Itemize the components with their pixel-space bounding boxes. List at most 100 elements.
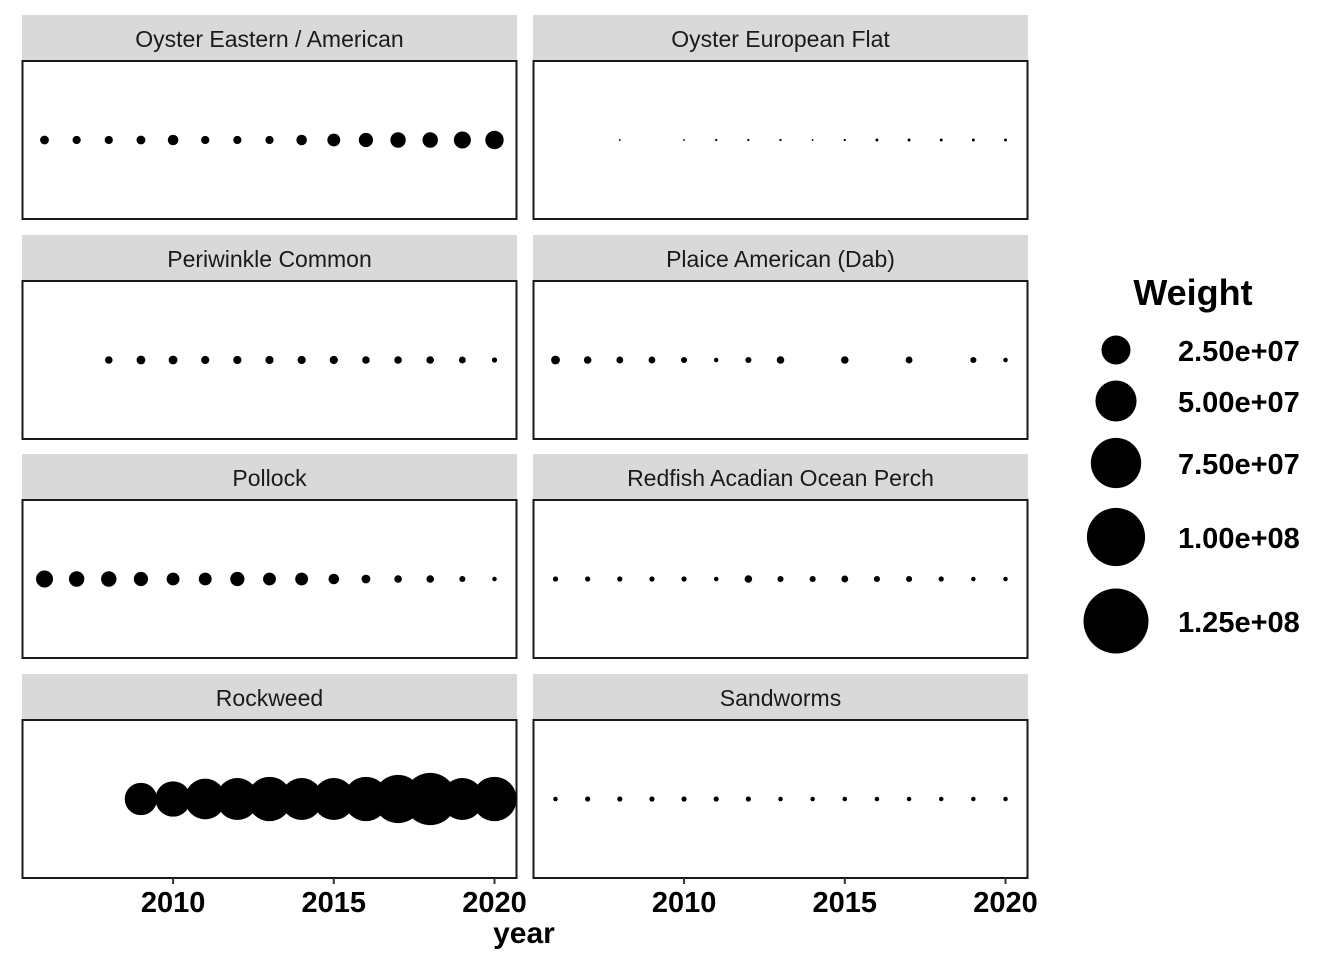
facet-strip xyxy=(533,15,1028,60)
data-point xyxy=(155,781,191,817)
facet-strip-label: Oyster European Flat xyxy=(671,26,890,52)
data-point xyxy=(905,356,913,364)
facet-redfish-acadian-ocean-perch: Redfish Acadian Ocean Perch xyxy=(532,454,1029,659)
data-point xyxy=(390,132,406,148)
facet-strip-label: Redfish Acadian Ocean Perch xyxy=(627,465,934,491)
legend-key-circle xyxy=(1101,335,1131,365)
data-point xyxy=(166,572,180,586)
data-point xyxy=(265,355,274,365)
data-point xyxy=(907,138,911,142)
data-point xyxy=(778,796,783,802)
data-point xyxy=(840,356,849,364)
data-point xyxy=(458,356,466,364)
data-point xyxy=(104,135,113,145)
legend-key-circle xyxy=(1086,507,1146,567)
x-tick-label: 2020 xyxy=(462,887,527,919)
x-axis-title: year xyxy=(493,917,555,950)
data-point xyxy=(617,576,623,582)
data-point xyxy=(971,138,975,142)
facet-strip xyxy=(22,454,517,499)
legend-key-label: 2.50e+07 xyxy=(1178,336,1300,368)
data-point xyxy=(551,355,560,365)
data-point xyxy=(233,355,242,365)
data-point xyxy=(136,355,146,365)
data-point xyxy=(404,772,457,826)
data-point xyxy=(552,576,559,582)
data-point xyxy=(247,776,292,822)
data-point xyxy=(201,355,210,365)
data-point xyxy=(362,356,370,364)
facet-strip xyxy=(533,235,1028,280)
data-point xyxy=(296,134,307,146)
data-point xyxy=(971,796,976,802)
data-point xyxy=(745,796,751,802)
data-point xyxy=(938,576,944,582)
data-point xyxy=(426,575,435,583)
legend-key-label: 5.00e+07 xyxy=(1178,387,1300,419)
data-point xyxy=(681,796,687,802)
legend-key-label: 7.50e+07 xyxy=(1178,449,1300,481)
data-point xyxy=(124,782,158,816)
data-point xyxy=(167,134,179,146)
data-point xyxy=(485,130,504,150)
data-point xyxy=(472,776,517,822)
data-point xyxy=(295,572,309,586)
data-point xyxy=(841,575,849,583)
x-tick-label: 2010 xyxy=(652,887,717,919)
data-point xyxy=(1003,796,1008,802)
data-point xyxy=(810,796,815,802)
data-point xyxy=(328,573,340,585)
data-point xyxy=(648,356,656,364)
data-point xyxy=(492,576,497,582)
data-point xyxy=(459,575,466,583)
data-point xyxy=(583,356,592,364)
data-point xyxy=(453,131,471,149)
data-point xyxy=(681,576,687,582)
data-point xyxy=(777,575,784,583)
data-point xyxy=(585,576,591,582)
data-point xyxy=(198,572,212,586)
facet-periwinkle-common: Periwinkle Common xyxy=(21,235,518,440)
data-point xyxy=(1004,138,1007,142)
x-tick-label: 2020 xyxy=(973,887,1038,919)
data-point xyxy=(553,796,558,802)
facet-strip xyxy=(533,454,1028,499)
data-point xyxy=(874,796,880,802)
facet-strip xyxy=(22,15,517,60)
facet-strip-label: Pollock xyxy=(232,465,307,491)
data-point xyxy=(101,571,117,587)
data-point xyxy=(906,575,913,583)
data-point xyxy=(809,575,816,583)
data-point xyxy=(35,570,54,588)
facet-plaice-american-dab: Plaice American (Dab) xyxy=(532,235,1029,440)
data-point xyxy=(184,778,226,820)
data-point xyxy=(426,356,435,364)
facet-strip-label: Periwinkle Common xyxy=(167,246,372,272)
data-point xyxy=(971,576,976,582)
legend-key-circle xyxy=(1083,588,1149,654)
data-point xyxy=(394,575,402,583)
data-point xyxy=(713,796,719,802)
size-legend: Weight 2.50e+07 5.00e+07 7.50e+07 1.00e+08 1… xyxy=(1083,272,1300,654)
facet-strip-label: Sandworms xyxy=(720,685,841,711)
data-point xyxy=(649,796,655,802)
facet-strip-label: Oyster Eastern / American xyxy=(135,26,403,52)
data-point xyxy=(681,356,688,364)
facet-pollock: Pollock xyxy=(21,454,518,659)
data-point xyxy=(233,135,242,145)
facet-oyster-european-flat: Oyster European Flat xyxy=(532,15,1029,220)
data-point xyxy=(280,778,323,820)
data-point xyxy=(263,572,276,586)
facet-oyster-eastern-american: Oyster Eastern / American xyxy=(21,15,518,220)
data-point xyxy=(715,138,718,142)
legend-key-label: 1.00e+08 xyxy=(1178,523,1300,555)
data-point xyxy=(201,135,210,145)
facet-strip xyxy=(533,674,1028,719)
data-point xyxy=(133,571,149,587)
data-point xyxy=(1003,357,1008,363)
data-point xyxy=(649,576,655,582)
legend-title: Weight xyxy=(1133,272,1252,313)
x-tick-label: 2010 xyxy=(141,887,206,919)
facet-sandworms: Sandworms xyxy=(532,674,1029,879)
